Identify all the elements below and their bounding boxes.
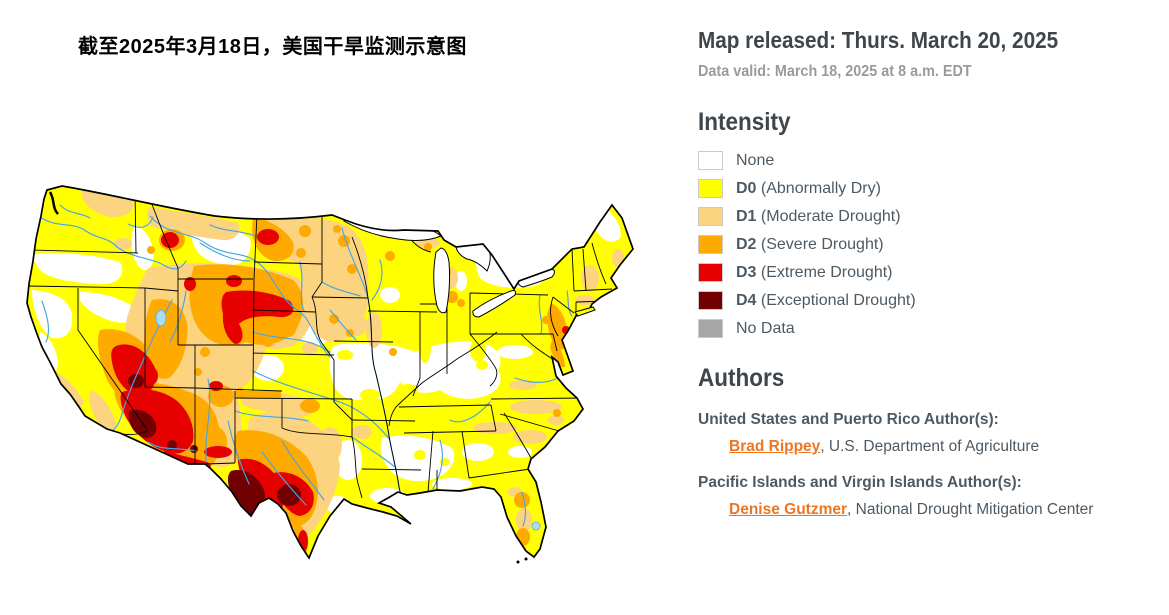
us-drought-map-figure (26, 185, 634, 564)
florida-keys-dot (516, 560, 520, 564)
legend-row-none: None (698, 151, 1158, 171)
legend-swatch-d1 (698, 207, 723, 227)
authors-heading: Authors (698, 364, 785, 393)
author-line-pacific: Denise Gutzmer, National Drought Mitigat… (698, 501, 1158, 519)
legend-swatch-d0 (698, 179, 723, 199)
florida-keys-dot (524, 557, 528, 561)
legend-row-nodata: No Data (698, 319, 1158, 339)
rivers-layer (39, 204, 573, 527)
long-island (574, 306, 596, 317)
legend-row-d4: D4 (Exceptional Drought) (698, 291, 1158, 311)
legend-swatch-none (698, 151, 723, 171)
author-link-brad-rippey[interactable]: Brad Rippey (729, 438, 821, 456)
legend-row-d3: D3 (Extreme Drought) (698, 263, 1158, 283)
author-affiliation: , U.S. Department of Agriculture (820, 438, 1040, 456)
lake-okeechobee (531, 521, 541, 531)
intensity-legend: None D0 (Abnormally Dry) D1 (Moderate Dr… (698, 151, 1158, 339)
legend-swatch-d4 (698, 291, 723, 311)
authors-group-heading-us: United States and Puerto Rico Author(s): (698, 411, 999, 429)
puget-sound-inlets (48, 191, 59, 215)
us-drought-map (26, 185, 634, 564)
page-title: 截至2025年3月18日，美国干旱监测示意图 (78, 36, 467, 58)
legend-row-d0: D0 (Abnormally Dry) (698, 179, 1158, 199)
intensity-heading: Intensity (698, 108, 791, 137)
author-affiliation: , National Drought Mitigation Center (847, 501, 1094, 519)
authors-section: United States and Puerto Rico Author(s):… (698, 411, 1158, 519)
great-salt-lake (155, 309, 167, 327)
map-released-heading: Map released: Thurs. March 20, 2025 (698, 27, 1059, 53)
author-line-us: Brad Rippey, U.S. Department of Agricult… (698, 438, 1158, 456)
legend-swatch-d2 (698, 235, 723, 255)
authors-group-heading-pacific: Pacific Islands and Virgin Islands Autho… (698, 474, 1022, 492)
legend-swatch-d3 (698, 263, 723, 283)
author-link-denise-gutzmer[interactable]: Denise Gutzmer (729, 501, 848, 519)
data-valid-subheading: Data valid: March 18, 2025 at 8 a.m. EDT (698, 63, 972, 81)
legend-row-d1: D1 (Moderate Drought) (698, 207, 1158, 227)
legend-row-d2: D2 (Severe Drought) (698, 235, 1158, 255)
info-panel: Map released: Thurs. March 20, 2025 Data… (698, 27, 1158, 519)
legend-swatch-nodata (698, 319, 723, 339)
drought-layer-d0-spots (337, 327, 488, 483)
